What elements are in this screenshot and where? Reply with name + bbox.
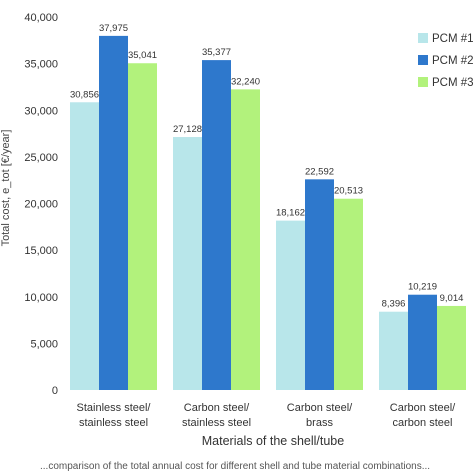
bar xyxy=(173,137,202,390)
bar xyxy=(305,179,334,390)
data-label: 37,975 xyxy=(99,23,128,34)
data-label: 20,513 xyxy=(334,186,363,197)
category-label: stainless steel xyxy=(79,417,148,429)
data-labels: 30,856 37,975 35,041 27,128 35,377 32,240 18,1… xyxy=(70,23,463,310)
data-label: 27,128 xyxy=(173,124,202,135)
bar xyxy=(99,35,128,391)
data-label: 35,041 xyxy=(128,50,157,61)
y-tick-label: 20,000 xyxy=(24,199,58,211)
category-label: stainless steel xyxy=(182,417,251,429)
bar xyxy=(70,102,99,391)
category-label: Carbon steel/ xyxy=(287,402,353,414)
legend-label: PCM #3 xyxy=(432,77,474,89)
category-label: carbon steel xyxy=(393,417,453,429)
bar xyxy=(379,311,408,390)
legend-swatch xyxy=(418,55,428,65)
category-label: brass xyxy=(306,417,333,429)
y-tick-label: 25,000 xyxy=(24,152,58,164)
bar xyxy=(128,63,157,390)
y-tick-label: 5,000 xyxy=(30,338,58,350)
legend: PCM #1 PCM #2 PCM #3 xyxy=(418,33,474,89)
data-label: 8,396 xyxy=(382,299,406,310)
x-axis-title: Materials of the shell/tube xyxy=(202,434,344,448)
bar xyxy=(231,89,260,390)
legend-label: PCM #2 xyxy=(432,55,474,67)
data-label: 18,162 xyxy=(276,208,305,219)
category-label: Carbon steel/ xyxy=(390,402,456,414)
bar xyxy=(202,60,231,391)
y-tick-label: 35,000 xyxy=(24,59,58,71)
y-axis: 0 5,000 10,000 15,000 20,000 25,000 30,000 35,0… xyxy=(24,12,58,397)
bar xyxy=(276,220,305,390)
y-axis-title: Total cost, e_tot [€/year] xyxy=(0,130,12,247)
data-label: 10,219 xyxy=(408,282,437,293)
y-tick-label: 40,000 xyxy=(24,12,58,24)
y-tick-label: 30,000 xyxy=(24,105,58,117)
legend-swatch xyxy=(418,33,428,43)
category-labels: Stainless steel/stainless steel Carbon st… xyxy=(77,402,457,429)
category-label: Stainless steel/ xyxy=(77,402,152,414)
bar xyxy=(408,294,437,390)
y-tick-label: 15,000 xyxy=(24,245,58,257)
category-label: Carbon steel/ xyxy=(184,402,250,414)
bar xyxy=(437,305,466,390)
bars xyxy=(70,35,466,391)
data-label: 22,592 xyxy=(305,166,334,177)
data-label: 35,377 xyxy=(202,47,231,58)
y-tick-label: 0 xyxy=(52,385,58,397)
bar xyxy=(334,198,363,390)
figure-caption: ...comparison of the total annual cost f… xyxy=(40,461,430,472)
data-label: 9,014 xyxy=(440,293,464,304)
data-label: 32,240 xyxy=(231,76,260,87)
legend-swatch xyxy=(418,77,428,87)
y-tick-label: 10,000 xyxy=(24,292,58,304)
data-label: 30,856 xyxy=(70,89,99,100)
legend-label: PCM #1 xyxy=(432,33,474,45)
